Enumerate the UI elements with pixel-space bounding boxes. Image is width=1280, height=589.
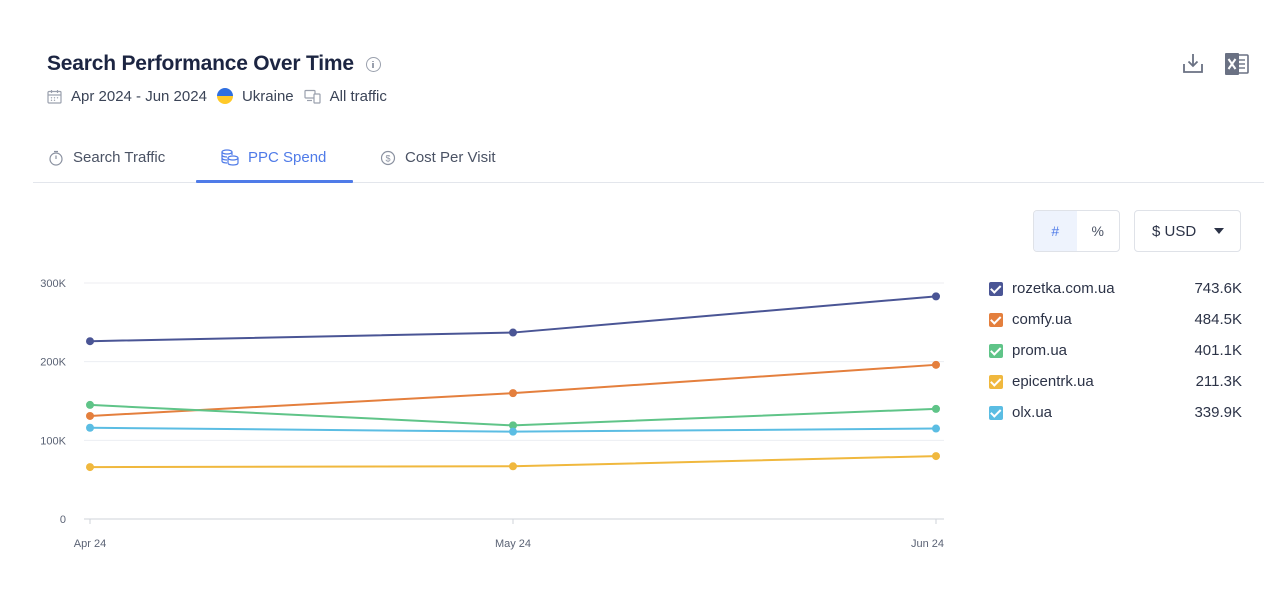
data-point-olx-ua: [86, 423, 94, 432]
legend-label: rozetka.com.ua: [1012, 280, 1115, 297]
data-point-rozetka-com-ua: [86, 337, 94, 346]
value-mode-toggle: # %: [1033, 210, 1120, 252]
download-icon[interactable]: [1182, 52, 1204, 81]
currency-select[interactable]: $ USD: [1134, 210, 1241, 252]
legend-label: olx.ua: [1012, 404, 1053, 421]
info-icon[interactable]: [366, 57, 381, 72]
svg-text:$: $: [385, 153, 390, 163]
coins-icon: [221, 149, 239, 166]
checkbox-checked-icon[interactable]: [989, 343, 1003, 358]
date-range: Apr 2024 - Jun 2024: [71, 87, 207, 105]
legend-label: epicentrk.ua: [1012, 373, 1094, 390]
checkbox-checked-icon[interactable]: [989, 281, 1003, 296]
legend-label: prom.ua: [1012, 342, 1068, 359]
data-point-prom-ua: [86, 400, 94, 409]
legend-total: 211.3K: [1195, 373, 1242, 390]
legend-item[interactable]: comfy.ua 484.5K: [989, 304, 1242, 335]
y-tick-label: 300K: [40, 278, 66, 290]
stopwatch-icon: [49, 150, 63, 166]
caret-down-icon: [1214, 228, 1224, 234]
checkbox-checked-icon[interactable]: [989, 374, 1003, 389]
legend-label: comfy.ua: [1012, 311, 1072, 328]
legend-total: 401.1K: [1194, 342, 1242, 359]
legend-total: 339.9K: [1194, 404, 1242, 421]
currency-value: $ USD: [1152, 222, 1197, 240]
country-label: Ukraine: [241, 87, 294, 105]
legend-total: 743.6K: [1194, 280, 1242, 297]
percent-mode-button[interactable]: %: [1091, 223, 1104, 239]
x-tick-label: Jun 24: [911, 538, 944, 550]
data-point-rozetka-com-ua: [509, 328, 517, 337]
tab-label: Search Traffic: [73, 149, 166, 166]
y-tick-label: 200K: [40, 357, 66, 369]
tab-label: Cost Per Visit: [405, 149, 496, 166]
tab-ppc-spend[interactable]: PPC Spend: [196, 134, 353, 183]
excel-icon[interactable]: [1224, 52, 1250, 81]
checkbox-checked-icon[interactable]: [989, 405, 1003, 420]
tab-search-traffic[interactable]: Search Traffic: [48, 134, 165, 181]
number-mode-button[interactable]: #: [1034, 211, 1077, 251]
data-point-prom-ua: [509, 421, 517, 430]
data-point-comfy-ua: [932, 360, 940, 369]
y-tick-label: 100K: [40, 435, 66, 447]
data-point-epicentrk-ua: [932, 452, 940, 461]
devices-icon: [304, 89, 321, 104]
data-point-rozetka-com-ua: [932, 292, 940, 301]
data-point-epicentrk-ua: [509, 462, 517, 471]
top-actions: [1182, 52, 1250, 81]
calendar-icon: [47, 89, 62, 104]
tab-label: PPC Spend: [248, 149, 327, 166]
data-point-epicentrk-ua: [86, 463, 94, 472]
chart-legend: rozetka.com.ua 743.6K comfy.ua 484.5K prom.u…: [989, 273, 1242, 428]
tab-cost-per-visit[interactable]: $ Cost Per Visit: [380, 134, 496, 181]
data-point-comfy-ua: [509, 389, 517, 398]
data-point-olx-ua: [509, 427, 517, 436]
report-meta: Apr 2024 - Jun 2024 Ukraine All traffic: [47, 86, 397, 106]
metric-tabs: Search Traffic PPC Spend $ Cost Per Visi…: [33, 134, 1264, 183]
y-tick-label: 0: [60, 514, 66, 526]
legend-item[interactable]: rozetka.com.ua 743.6K: [989, 273, 1242, 304]
ukraine-flag-icon: [216, 88, 233, 104]
traffic-label: All traffic: [329, 87, 387, 105]
dollar-circle-icon: $: [380, 150, 396, 165]
legend-total: 484.5K: [1194, 311, 1242, 328]
ppc-spend-line-chart: 0 100K 200K 300K Apr 24 May 24 Jun 24: [40, 278, 944, 550]
data-point-olx-ua: [932, 424, 940, 433]
data-point-prom-ua: [932, 404, 940, 413]
x-tick-label: May 24: [495, 538, 531, 550]
legend-item[interactable]: prom.ua 401.1K: [989, 335, 1242, 366]
checkbox-checked-icon[interactable]: [989, 312, 1003, 327]
x-tick-label: Apr 24: [74, 538, 106, 550]
legend-item[interactable]: epicentrk.ua 211.3K: [989, 366, 1242, 397]
page-title: Search Performance Over Time: [47, 52, 354, 75]
active-tab-indicator: [196, 180, 353, 183]
data-point-comfy-ua: [86, 411, 94, 420]
legend-item[interactable]: olx.ua 339.9K: [989, 397, 1242, 428]
